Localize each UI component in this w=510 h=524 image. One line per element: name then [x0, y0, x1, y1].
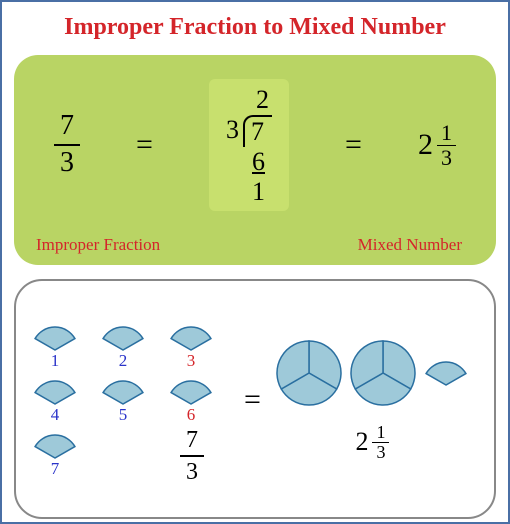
left-fraction-den: 3: [180, 455, 204, 485]
slice-row: 1 2 3: [30, 319, 240, 371]
dividend: 7: [243, 115, 272, 147]
mixed-number-label: Mixed Number: [358, 235, 462, 255]
equals-sign-bottom: =: [240, 383, 265, 417]
mixed-whole: 2: [418, 128, 433, 162]
pie-third-icon: [423, 354, 469, 386]
right-mixed: 2 1 3: [355, 423, 389, 462]
equation-panel: 7 3 = 2 3 7 6 1 = 2 1 3: [14, 55, 496, 265]
visual-panel: 1 2 3 4 5 6 7 7 3 = 2 1 3: [14, 279, 496, 519]
slice-unit: 2: [98, 319, 148, 371]
improper-fraction: 7 3: [54, 111, 80, 179]
slice-unit: 5: [98, 373, 148, 425]
mixed-number: 2 1 3: [418, 121, 456, 168]
divisor: 3: [226, 115, 243, 147]
slice-label: 6: [187, 405, 196, 425]
right-mixed-fraction: 1 3: [372, 423, 389, 462]
slice-unit: 3: [166, 319, 216, 371]
slice-row: 4 5 6: [30, 373, 240, 425]
diagram-container: Improper Fraction to Mixed Number 7 3 = …: [0, 0, 510, 524]
quotient: 2: [219, 85, 279, 115]
fraction-numerator: 7: [54, 111, 80, 144]
long-division: 2 3 7 6 1: [209, 79, 289, 211]
slice-row: 7: [30, 427, 240, 479]
remainder: 1: [219, 177, 279, 207]
pie-third-icon: [275, 339, 343, 407]
slice-unit: 1: [30, 319, 80, 371]
slice-label: 5: [119, 405, 128, 425]
page-title: Improper Fraction to Mixed Number: [14, 14, 496, 41]
left-fraction-wrap: 7 3: [180, 427, 204, 486]
slice-label: 2: [119, 351, 128, 371]
mixed-fraction: 1 3: [437, 121, 456, 168]
pie-third-icon: [349, 339, 417, 407]
improper-fraction-label: Improper Fraction: [36, 235, 160, 255]
left-fraction-num: 7: [180, 427, 204, 455]
mixed-numerator: 1: [437, 121, 456, 144]
slice-grid: 1 2 3 4 5 6 7 7 3: [30, 319, 240, 482]
circle-visual: 2 1 3: [265, 339, 480, 462]
slice-icon: [423, 354, 469, 391]
slice-label: 3: [187, 351, 196, 371]
right-mixed-den: 3: [372, 442, 389, 462]
fraction-denominator: 3: [54, 144, 80, 179]
equals-sign-2: =: [337, 128, 370, 162]
right-mixed-whole: 2: [355, 427, 368, 457]
slice-unit: 7: [30, 427, 80, 479]
division-row: 3 7: [219, 115, 279, 147]
slice-label: 4: [51, 405, 60, 425]
right-mixed-num: 1: [372, 423, 389, 442]
equation-row: 7 3 = 2 3 7 6 1 = 2 1 3: [30, 75, 480, 215]
slice-label: 1: [51, 351, 60, 371]
mixed-denominator: 3: [437, 145, 456, 169]
circles-row: [275, 339, 469, 407]
right-mixed-wrap: 2 1 3: [355, 423, 389, 462]
left-fraction: 7 3: [180, 427, 204, 486]
subtract-value: 6: [219, 147, 279, 177]
slice-unit: 4: [30, 373, 80, 425]
slice-unit: 6: [166, 373, 216, 425]
slice-label: 7: [51, 459, 60, 479]
equals-sign: =: [128, 128, 161, 162]
